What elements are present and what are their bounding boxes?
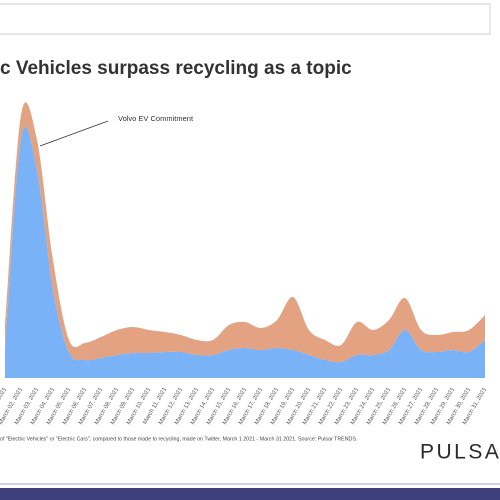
top-bar [0, 3, 491, 35]
area [5, 102, 485, 363]
chart-title: c Vehicles surpass recycling as a topic [0, 58, 352, 79]
annotation: Volvo EV Commitment [118, 114, 194, 123]
footer-band [0, 488, 500, 500]
brand-logo: PULSAR [420, 441, 500, 464]
footnote: of "Electric Vehicles" or "Electric Cars… [0, 436, 357, 442]
annotation-line [39, 120, 109, 147]
area [5, 126, 485, 379]
